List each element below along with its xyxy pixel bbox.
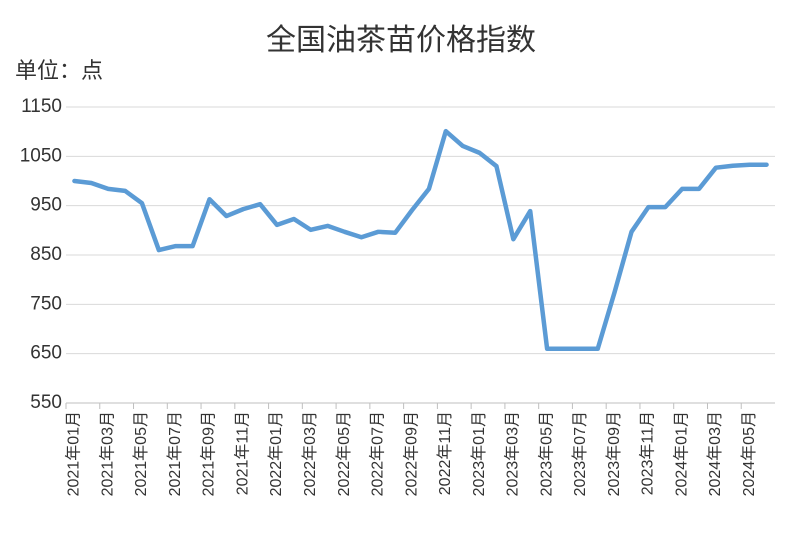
y-tick-label: 850 [30,244,62,265]
y-tick-label: 650 [30,343,62,364]
x-tick-label: 2023年01月 [470,411,488,496]
x-tick-label: 2024年01月 [672,411,690,496]
y-tick-label: 550 [30,392,62,413]
x-tick-label: 2023年09月 [605,411,623,496]
x-tick-label: 2022年05月 [335,411,353,496]
chart-title: 全国油茶苗价格指数 [266,24,536,57]
y-tick-label: 1050 [20,145,62,166]
x-tick-label: 2021年03月 [98,411,116,496]
y-tick-label: 1150 [21,96,62,117]
x-tick-label: 2021年07月 [166,411,184,496]
x-tick-label: 2024年03月 [706,411,724,496]
x-tick-label: 2024年05月 [740,411,758,496]
x-tick-label: 2021年11月 [233,411,251,495]
x-tick-label: 2023年11月 [639,411,657,495]
x-tick-label: 2023年05月 [537,411,555,496]
y-tick-label: 750 [30,293,62,314]
x-tick-label: 2021年05月 [132,411,150,496]
x-tick-label: 2022年07月 [369,411,387,496]
unit-label: 单位：点 [15,58,103,83]
x-tick-label: 2022年09月 [402,411,420,496]
x-tick-label: 2022年11月 [436,411,454,495]
x-tick-label: 2021年01月 [65,411,83,496]
x-tick-label: 2023年07月 [571,411,589,496]
line [72,128,769,351]
x-tick-label: 2022年03月 [301,411,319,496]
x-tick-label: 2022年01月 [267,411,285,496]
x-tick-label: 2023年03月 [504,411,522,496]
y-tick-label: 950 [30,195,62,216]
x-tick-label: 2021年09月 [200,411,218,496]
